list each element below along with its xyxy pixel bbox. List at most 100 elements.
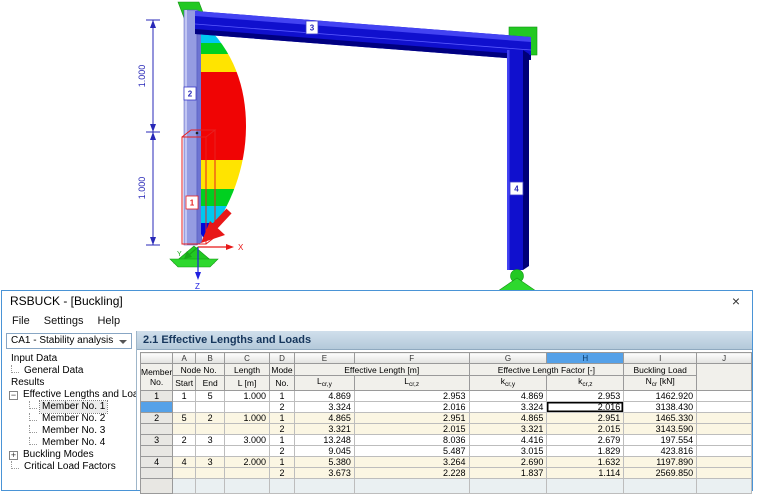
tree-item-input-data[interactable]: Input Data — [9, 353, 136, 365]
row-header-cell[interactable]: 1 — [139, 390, 174, 402]
cell-mode[interactable]: 1 — [269, 456, 295, 468]
tree-item-member-no-3[interactable]: Member No. 3 — [27, 425, 136, 437]
cell-ncr[interactable]: 3143.590 — [623, 423, 698, 435]
title-bar[interactable]: RSBUCK - [Buckling] × — [2, 291, 752, 312]
header-j-empty[interactable] — [696, 363, 752, 391]
menu-settings[interactable]: Settings — [43, 315, 84, 327]
cell-kcrz[interactable]: 2.951 — [546, 412, 625, 424]
cell-j[interactable] — [696, 478, 752, 494]
cell-ncr[interactable]: 1197.890 — [623, 456, 698, 468]
cell-end[interactable]: 3 — [195, 434, 226, 446]
cell-ncr[interactable] — [623, 478, 698, 494]
tree-item-critical-load-factors[interactable]: Critical Load Factors — [9, 461, 136, 473]
cell-kcry[interactable] — [468, 478, 548, 494]
right-column-member-4[interactable] — [507, 50, 529, 270]
cell-start[interactable] — [172, 423, 197, 435]
cell-lcrz[interactable]: 2.015 — [353, 423, 470, 435]
cell-lcry[interactable]: 13.248 — [293, 434, 355, 446]
cell-start[interactable]: 2 — [172, 434, 197, 446]
cell-mode[interactable]: 2 — [269, 445, 295, 457]
cell-length[interactable]: 1.000 — [224, 390, 270, 402]
left-column-members-1-2[interactable] — [183, 9, 203, 246]
cell-length[interactable]: 3.000 — [224, 434, 270, 446]
member-label-3[interactable]: 3 — [305, 20, 319, 35]
cell-kcry[interactable]: 2.690 — [468, 456, 548, 468]
cell-start[interactable] — [172, 467, 197, 479]
cell-lcrz[interactable]: 5.487 — [353, 445, 470, 457]
header-lcry[interactable]: Lcr,y — [293, 375, 355, 391]
cell-kcry[interactable]: 3.015 — [468, 445, 548, 457]
cell-ncr[interactable]: 197.554 — [623, 434, 698, 446]
cell-j[interactable] — [696, 434, 752, 446]
cell-lcry[interactable]: 3.321 — [293, 423, 355, 435]
row-header-cell[interactable] — [139, 423, 174, 435]
cell-j[interactable] — [696, 401, 752, 413]
cell-end[interactable] — [195, 423, 226, 435]
member-label-2[interactable]: 2 — [183, 86, 197, 101]
header-length[interactable]: Length — [224, 363, 270, 376]
column-letter-G[interactable]: G — [468, 352, 548, 364]
cell-end[interactable] — [195, 467, 226, 479]
cell-end[interactable] — [195, 478, 226, 494]
cell-lcry[interactable] — [293, 478, 355, 494]
tree-item-general-data[interactable]: General Data — [9, 365, 136, 377]
expand-icon[interactable]: + — [9, 449, 18, 460]
cell-kcrz[interactable]: 2.016 — [546, 401, 625, 413]
cell-kcry[interactable]: 3.324 — [468, 401, 548, 413]
cell-ncr[interactable]: 1465.330 — [623, 412, 698, 424]
cell-lcry[interactable]: 4.865 — [293, 412, 355, 424]
header-start[interactable]: Start — [172, 375, 197, 391]
cell-kcry[interactable]: 4.865 — [468, 412, 548, 424]
cell-length[interactable] — [224, 423, 270, 435]
header-member-no[interactable]: Member No. — [139, 363, 174, 391]
header-kcrz[interactable]: kcr,z — [546, 375, 625, 391]
header-mode[interactable]: Mode — [269, 363, 295, 376]
cell-length[interactable] — [224, 401, 270, 413]
tree-item-results[interactable]: Results — [9, 377, 136, 389]
menu-help[interactable]: Help — [97, 315, 121, 327]
header-ncr[interactable]: Ncr [kN] — [623, 375, 698, 391]
cell-kcrz[interactable]: 2.679 — [546, 434, 625, 446]
cell-kcry[interactable]: 1.837 — [468, 467, 548, 479]
cell-j[interactable] — [696, 412, 752, 424]
cell-end[interactable]: 5 — [195, 390, 226, 402]
cell-start[interactable]: 5 — [172, 412, 197, 424]
cell-mode[interactable]: 1 — [269, 390, 295, 402]
cell-length[interactable] — [224, 478, 270, 494]
cell-start[interactable] — [172, 401, 197, 413]
cell-kcrz[interactable]: 2.015 — [546, 423, 625, 435]
header-node-no[interactable]: Node No. — [172, 363, 226, 376]
row-header-cell[interactable]: 4 — [139, 456, 174, 468]
cell-ncr[interactable]: 2569.850 — [623, 467, 698, 479]
cell-j[interactable] — [696, 390, 752, 402]
column-letter-C[interactable]: C — [224, 352, 270, 364]
cell-end[interactable]: 3 — [195, 456, 226, 468]
member-label-4[interactable]: 4 — [509, 181, 524, 196]
tree-item-buckling-modes[interactable]: + Buckling Modes — [9, 449, 136, 461]
cell-lcrz[interactable]: 2.953 — [353, 390, 470, 402]
row-header-cell[interactable] — [139, 478, 174, 494]
cell-start[interactable] — [172, 478, 197, 494]
cell-length[interactable]: 1.000 — [224, 412, 270, 424]
cell-lcry[interactable]: 9.045 — [293, 445, 355, 457]
cell-mode[interactable]: 1 — [269, 412, 295, 424]
cell-mode[interactable]: 2 — [269, 401, 295, 413]
member-label-1[interactable]: 1 — [185, 195, 199, 210]
cell-lcry[interactable]: 3.324 — [293, 401, 355, 413]
cell-j[interactable] — [696, 445, 752, 457]
cell-start[interactable]: 1 — [172, 390, 197, 402]
column-letter-F[interactable]: F — [353, 352, 470, 364]
tree-item-member-no-2[interactable]: Member No. 2 — [27, 413, 136, 425]
cell-lcrz[interactable]: 8.036 — [353, 434, 470, 446]
cell-end[interactable]: 2 — [195, 412, 226, 424]
cell-length[interactable]: 2.000 — [224, 456, 270, 468]
cell-kcry[interactable]: 4.416 — [468, 434, 548, 446]
cell-j[interactable] — [696, 467, 752, 479]
header-mode-sub[interactable]: No. — [269, 375, 295, 391]
cell-kcry[interactable]: 3.321 — [468, 423, 548, 435]
beam-member-3[interactable] — [194, 11, 532, 60]
header-kcry[interactable]: kcr,y — [468, 375, 548, 391]
cell-j[interactable] — [696, 456, 752, 468]
cell-lcry[interactable]: 5.380 — [293, 456, 355, 468]
column-letter-I[interactable]: I — [623, 352, 698, 364]
